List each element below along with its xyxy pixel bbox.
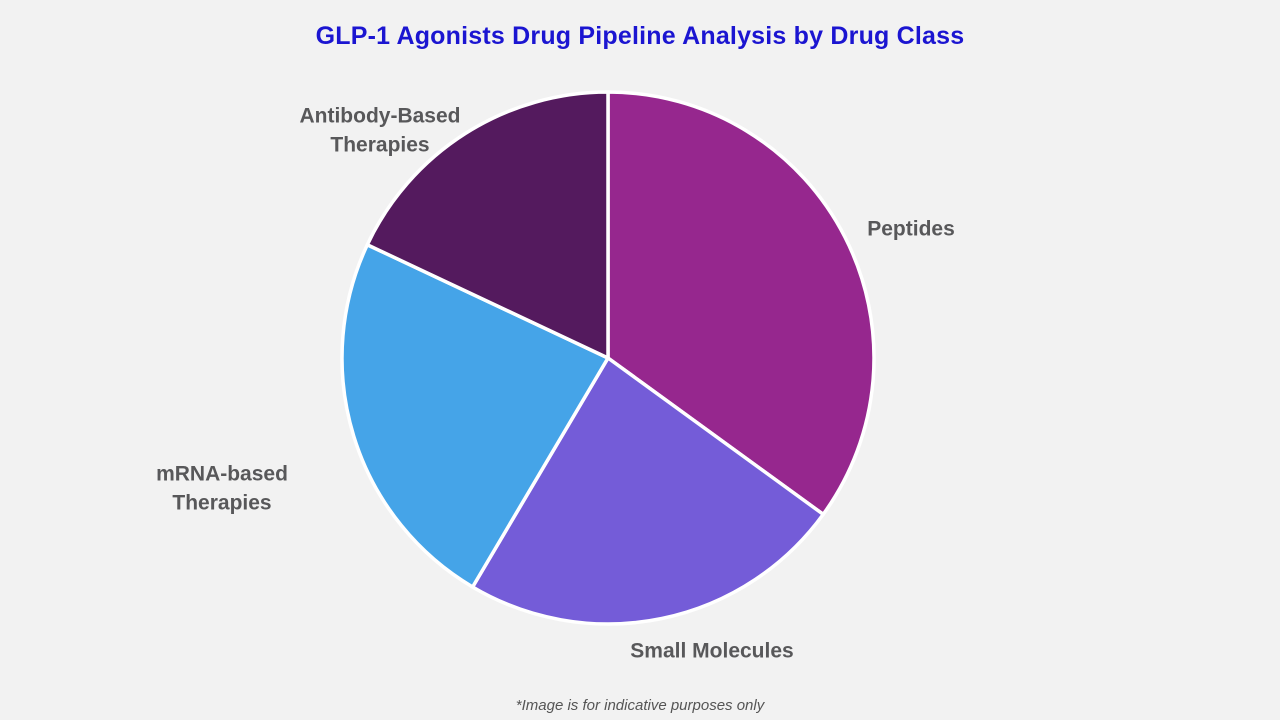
pie-slice-peptides: [606, 90, 876, 517]
slice-label-mrna-based-therapies: mRNA-based Therapies: [156, 462, 288, 515]
pie-slice-antibody-based-therapies: [365, 90, 610, 360]
pie-slice-mrna-based-therapies: [340, 242, 610, 589]
slice-label-small-molecules: Small Molecules: [630, 639, 794, 663]
slice-label-antibody-based-therapies: Antibody-Based Therapies: [299, 104, 461, 157]
pie-slice-small-molecules: [470, 356, 825, 626]
footnote: *Image is for indicative purposes only: [515, 697, 765, 714]
slice-label-peptides: Peptides: [867, 217, 955, 241]
chart-title: GLP-1 Agonists Drug Pipeline Analysis by…: [315, 22, 965, 50]
